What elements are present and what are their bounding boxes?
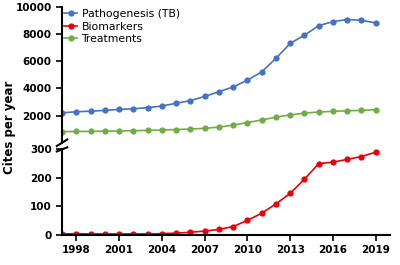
Legend: Pathogenesis (TB), Biomarkers, Treatments: Pathogenesis (TB), Biomarkers, Treatment… xyxy=(64,9,180,44)
Text: Cites per year: Cites per year xyxy=(4,81,16,174)
